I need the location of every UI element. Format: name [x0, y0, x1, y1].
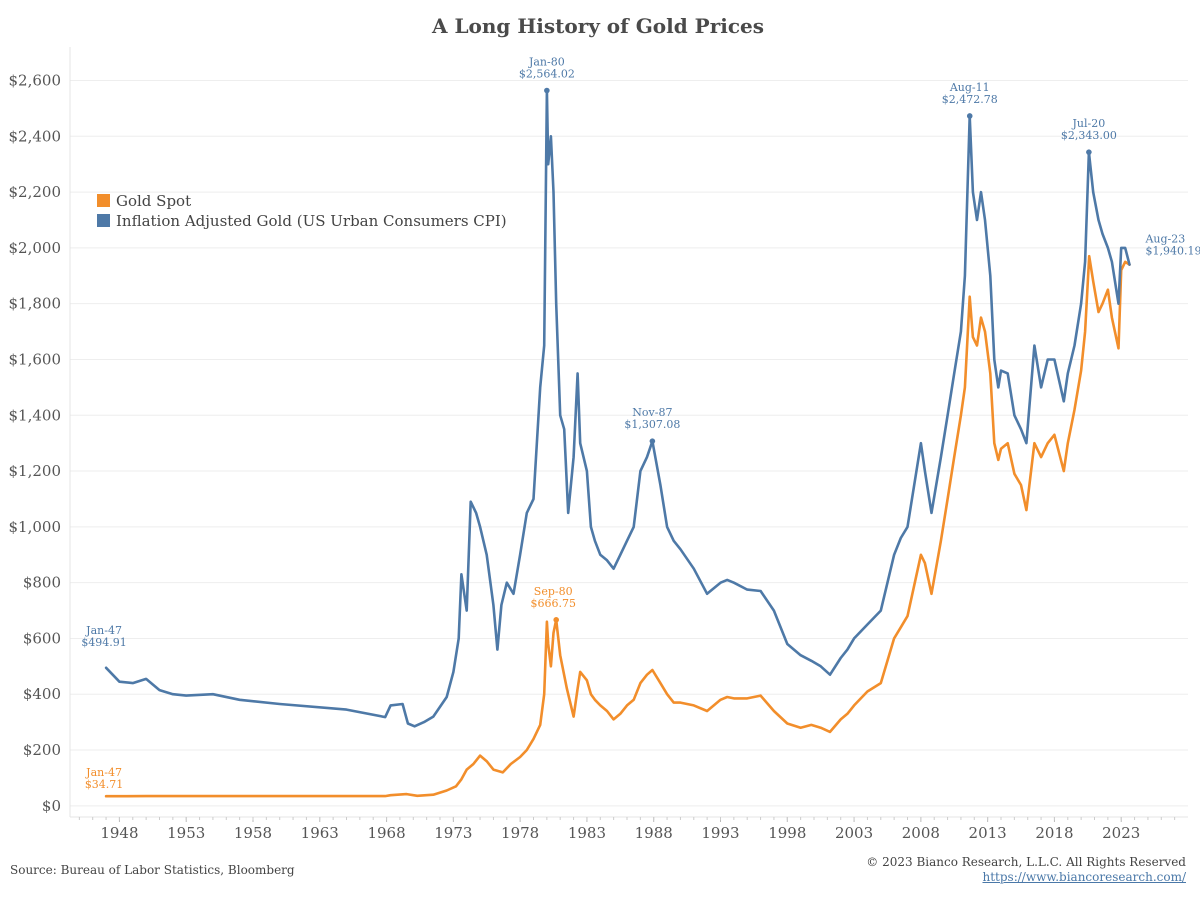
annotation-value: $494.91: [81, 636, 127, 649]
x-tick-label: 2018: [1035, 824, 1073, 842]
annotation-date: Aug-23: [1144, 233, 1185, 246]
annotation-value: $2,564.02: [519, 68, 575, 81]
annotations: Jan-47$494.91Jan-80$2,564.02Nov-87$1,307…: [81, 56, 1200, 792]
y-tick-label: $800: [23, 574, 61, 592]
annotation-marker: [1086, 149, 1092, 155]
annotation-value: $1,307.08: [624, 418, 680, 431]
x-tick-label: 1948: [100, 824, 138, 842]
y-tick-label: $2,400: [9, 127, 62, 145]
annotation-value: $2,343.00: [1061, 129, 1117, 142]
legend-label: Inflation Adjusted Gold (US Urban Consum…: [116, 212, 507, 230]
annotation-marker: [966, 113, 973, 119]
annotation-value: $1,940.19: [1145, 245, 1200, 258]
x-tick-label: 1998: [768, 824, 806, 842]
y-tick-label: $400: [23, 685, 61, 703]
chart-title: A Long History of Gold Prices: [431, 14, 764, 38]
y-tick-label: $2,600: [9, 71, 62, 89]
annotation-value: $34.71: [85, 778, 124, 791]
annotation-date: Jul-20: [1072, 117, 1106, 130]
axes: $0 $200 $400 $600 $800 $1,000 $1,200 $1,400 $1,6…: [9, 47, 1188, 842]
annotation-date: Jan-47: [85, 624, 122, 637]
y-tick-label: $1,800: [9, 295, 62, 313]
x-tick-label: 1953: [167, 824, 205, 842]
annotation-date: Jan-47: [85, 766, 122, 779]
x-tick-label: 1968: [367, 824, 405, 842]
x-tick-label: 2013: [969, 824, 1007, 842]
annotation-date: Jan-80: [528, 56, 565, 69]
x-tick-label: 2023: [1102, 824, 1140, 842]
y-tick-label: $2,000: [9, 239, 62, 257]
copyright-text: © 2023 Bianco Research, L.L.C. All Right…: [866, 855, 1186, 869]
annotation-marker: [649, 438, 656, 444]
annotation-value: $2,472.78: [942, 93, 998, 106]
y-tick-label: $2,200: [9, 183, 62, 201]
annotation-marker: [544, 87, 550, 94]
y-tick-label: $1,400: [9, 406, 62, 424]
x-tick-label: 1983: [568, 824, 606, 842]
legend-swatch: [97, 214, 110, 227]
x-tick-label: 1958: [234, 824, 272, 842]
annotation-marker: [553, 617, 560, 623]
y-tick-label: $1,000: [9, 518, 62, 536]
website-link[interactable]: https://www.biancoresearch.com/: [982, 870, 1186, 884]
inflation-adjusted-gold-line: [104, 89, 1131, 728]
y-tick-label: $1,600: [9, 350, 62, 368]
legend-swatch: [97, 194, 110, 207]
gold-spot-line: [104, 254, 1131, 798]
y-tick-label: $1,200: [9, 462, 62, 480]
x-tick-label: 1988: [635, 824, 673, 842]
annotation-date: Aug-11: [949, 81, 990, 94]
x-tick-label: 1973: [434, 824, 472, 842]
gridlines: [70, 79, 1188, 807]
series-lines: [104, 89, 1131, 798]
x-tick-label: 2008: [902, 824, 940, 842]
y-tick-label: $600: [23, 629, 61, 647]
x-tick-label: 1978: [501, 824, 539, 842]
x-tick-label: 2003: [835, 824, 873, 842]
x-tick-label: 1963: [301, 824, 339, 842]
copyright-block: © 2023 Bianco Research, L.L.C. All Right…: [866, 855, 1186, 885]
legend: Gold Spot Inflation Adjusted Gold (US Urb…: [97, 192, 507, 230]
source-note: Source: Bureau of Labor Statistics, Bloo…: [10, 863, 295, 877]
y-tick-label: $200: [23, 741, 61, 759]
legend-label: Gold Spot: [116, 192, 191, 210]
annotation-value: $666.75: [530, 597, 576, 610]
annotation-date: Nov-87: [632, 406, 672, 419]
y-tick-label: $0: [42, 797, 61, 815]
x-tick-label: 1993: [701, 824, 739, 842]
annotation-date: Sep-80: [534, 585, 573, 598]
